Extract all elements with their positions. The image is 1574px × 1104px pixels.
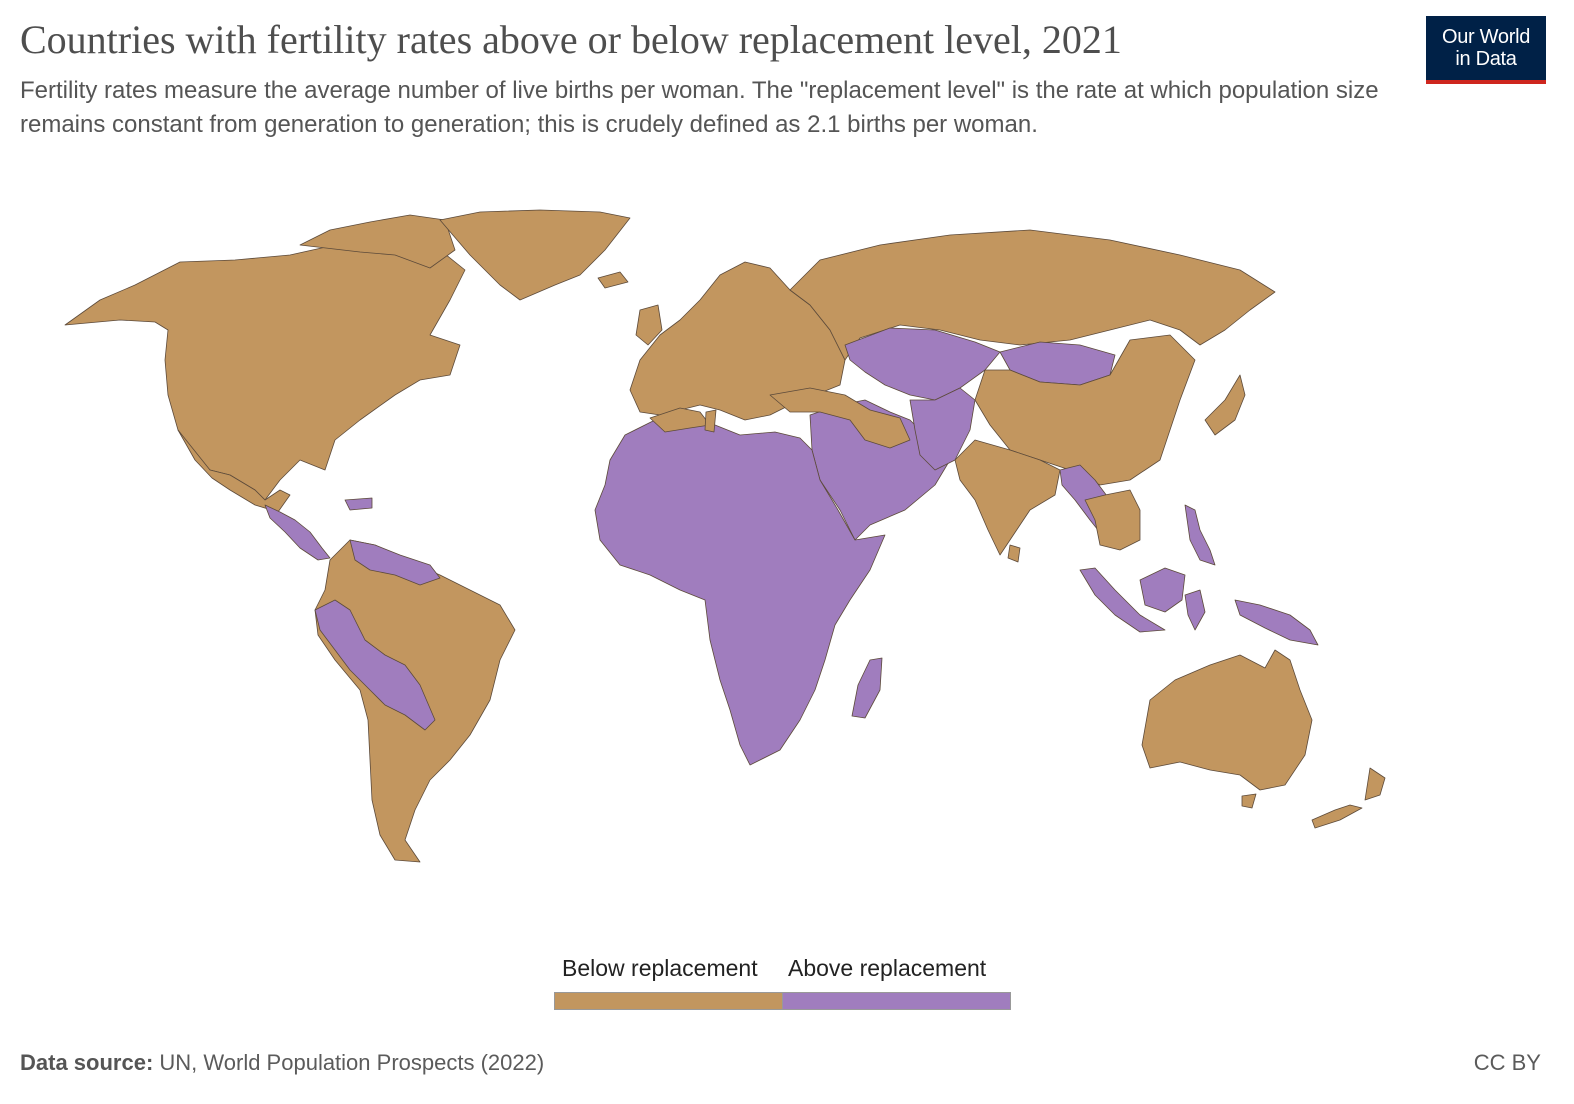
- region-indonesia-west[interactable]: [1079, 567, 1166, 633]
- region-papua[interactable]: [1234, 599, 1319, 646]
- region-iceland[interactable]: [597, 271, 629, 289]
- data-source-label: Data source:: [20, 1050, 154, 1075]
- logo-line-2: in Data: [1455, 48, 1517, 70]
- region-caribbean[interactable]: [344, 497, 373, 511]
- world-map: [64, 209, 1386, 863]
- region-greenland[interactable]: [439, 209, 631, 301]
- region-tunisia[interactable]: [704, 409, 717, 433]
- logo-line-1: Our World: [1441, 26, 1531, 48]
- region-japan[interactable]: [1204, 374, 1246, 436]
- legend-label-above: Above replacement: [788, 955, 987, 981]
- chart-title: Countries with fertility rates above or …: [20, 17, 1122, 62]
- map-legend: Below replacement Above replacement: [554, 955, 1012, 1015]
- region-iran-turkey[interactable]: [769, 387, 911, 449]
- chart-subtitle: Fertility rates measure the average numb…: [20, 77, 1379, 138]
- legend-swatch-above[interactable]: [782, 992, 1011, 1010]
- region-central-america[interactable]: [264, 504, 331, 561]
- region-thailand-vietnam[interactable]: [1084, 489, 1141, 551]
- region-middle-east[interactable]: [809, 399, 951, 541]
- data-source: Data source: UN, World Population Prospe…: [20, 1050, 544, 1076]
- region-africa[interactable]: [594, 414, 886, 766]
- legend-label-below: Below replacement: [562, 955, 758, 981]
- region-sri-lanka[interactable]: [1007, 544, 1021, 563]
- region-new-zealand[interactable]: [1311, 767, 1386, 829]
- region-sulawesi[interactable]: [1184, 589, 1206, 631]
- region-tasmania[interactable]: [1241, 793, 1257, 809]
- region-borneo[interactable]: [1139, 567, 1186, 613]
- region-philippines[interactable]: [1184, 504, 1216, 566]
- region-arctic-islands[interactable]: [299, 214, 456, 269]
- region-venezuela-guianas[interactable]: [349, 539, 441, 586]
- region-australia[interactable]: [1141, 649, 1313, 791]
- data-source-text[interactable]: UN, World Population Prospects (2022): [153, 1050, 545, 1075]
- region-madagascar[interactable]: [851, 657, 883, 719]
- legend-swatch-below[interactable]: [554, 992, 783, 1010]
- region-south-asia[interactable]: [954, 439, 1061, 556]
- region-afghanistan-pakistan[interactable]: [909, 387, 976, 471]
- region-north-america[interactable]: [64, 234, 466, 501]
- region-russia[interactable]: [789, 229, 1276, 361]
- region-mexico[interactable]: [177, 429, 291, 513]
- region-peru-bolivia-paraguay[interactable]: [314, 599, 436, 731]
- region-uk[interactable]: [635, 304, 663, 346]
- owid-logo[interactable]: Our World in Data: [1426, 16, 1546, 84]
- license-link[interactable]: CC BY: [1473, 1050, 1541, 1075]
